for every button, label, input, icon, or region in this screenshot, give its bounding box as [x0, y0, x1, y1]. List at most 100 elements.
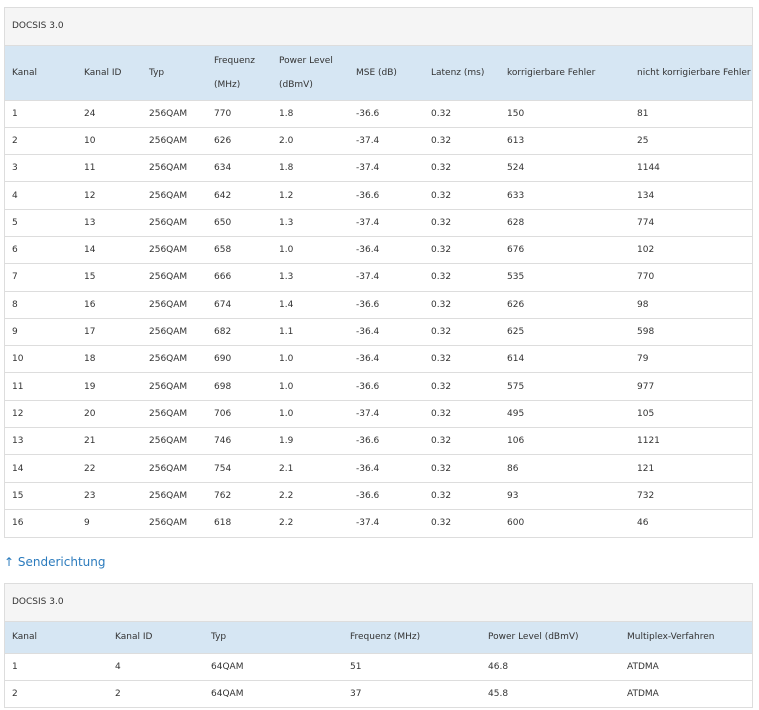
cell: 24 — [77, 99, 142, 128]
cell: -36.6 — [349, 427, 424, 455]
cell: 2.2 — [272, 481, 349, 510]
cell: 0.32 — [424, 508, 500, 537]
cell: 46.8 — [481, 652, 620, 680]
table-row: 2 10 256QAM 626 2.0 -37.4 0.32 613 25 — [5, 126, 752, 155]
cell: 102 — [630, 235, 752, 264]
cell: 754 — [207, 454, 272, 483]
cell: 13 — [77, 208, 142, 237]
cell: 0.32 — [424, 263, 500, 292]
cell: -36.6 — [349, 372, 424, 401]
cell: 256QAM — [142, 181, 207, 210]
cell: 0.32 — [424, 481, 500, 510]
header-line: Power Level — [279, 55, 333, 66]
cell: 0.32 — [424, 372, 500, 401]
cell: 10 — [77, 126, 142, 155]
caption: DOCSIS 3.0 — [5, 584, 752, 622]
cell: 625 — [500, 317, 630, 346]
cell: 14 — [77, 235, 142, 264]
cell: 46 — [630, 508, 752, 537]
cell: 2 — [5, 126, 77, 155]
table-row: 5 13 256QAM 650 1.3 -37.4 0.32 628 774 — [5, 208, 752, 237]
cell: 256QAM — [142, 481, 207, 510]
cell: 1.8 — [272, 99, 349, 128]
cell: -36.4 — [349, 317, 424, 346]
cell: 1144 — [630, 154, 752, 182]
cell: 618 — [207, 508, 272, 537]
cell: 977 — [630, 372, 752, 401]
table-row: 2 2 64QAM 37 45.8 ATDMA — [5, 679, 752, 707]
header-row: Kanal Kanal ID Typ Frequenz (MHz) Power Leve… — [5, 622, 752, 653]
section-heading[interactable]: ↑ Senderichtung — [4, 555, 106, 569]
cell: -36.6 — [349, 99, 424, 128]
cell: 1.4 — [272, 290, 349, 319]
table-row: 7 15 256QAM 666 1.3 -37.4 0.32 535 770 — [5, 263, 752, 292]
cell: 18 — [77, 345, 142, 373]
cell: 598 — [630, 317, 752, 346]
cell: 614 — [500, 345, 630, 373]
cell: 11 — [5, 372, 77, 401]
cell: 79 — [630, 345, 752, 373]
column-header: Frequenz (MHz) — [343, 622, 481, 653]
cell: 1.0 — [272, 235, 349, 264]
upstream-panel: DOCSIS 3.0 Kanal Kanal ID Typ Frequenz (MHz… — [4, 583, 753, 708]
cell: 2 — [5, 679, 108, 707]
cell: 626 — [207, 126, 272, 155]
cell: 626 — [500, 290, 630, 319]
cell: ATDMA — [620, 679, 752, 707]
cell: -36.4 — [349, 454, 424, 483]
cell: 0.32 — [424, 345, 500, 373]
column-header: Typ — [204, 622, 343, 653]
cell: 4 — [5, 181, 77, 210]
cell: -37.4 — [349, 154, 424, 182]
cell: 634 — [207, 154, 272, 182]
table-row: 9 17 256QAM 682 1.1 -36.4 0.32 625 598 — [5, 317, 752, 346]
cell: 2 — [108, 679, 204, 707]
cell: 10 — [5, 345, 77, 373]
cell: 1.0 — [272, 345, 349, 373]
cell: 23 — [77, 481, 142, 510]
header-line: (MHz) — [214, 79, 241, 90]
column-header: Kanal — [5, 46, 77, 100]
upstream-table: Kanal Kanal ID Typ Frequenz (MHz) Power Leve… — [5, 622, 752, 707]
cell: 698 — [207, 372, 272, 401]
cell: 613 — [500, 126, 630, 155]
table-row: 1 4 64QAM 51 46.8 ATDMA — [5, 652, 752, 680]
cell: 628 — [500, 208, 630, 237]
cell: 762 — [207, 481, 272, 510]
cell: 7 — [5, 263, 77, 292]
column-header: Kanal — [5, 622, 108, 653]
cell: 658 — [207, 235, 272, 264]
column-header: Power Level (dBmV) — [481, 622, 620, 653]
cell: 256QAM — [142, 126, 207, 155]
cell: 633 — [500, 181, 630, 210]
cell: -37.4 — [349, 208, 424, 237]
cell: 5 — [5, 208, 77, 237]
table-row: 8 16 256QAM 674 1.4 -36.6 0.32 626 98 — [5, 290, 752, 319]
cell: 6 — [5, 235, 77, 264]
cell: 9 — [77, 508, 142, 537]
cell: -36.4 — [349, 235, 424, 264]
cell: 256QAM — [142, 235, 207, 264]
column-header: nicht korrigierbare Fehler — [630, 46, 752, 100]
cell: 600 — [500, 508, 630, 537]
column-header: korrigierbare Fehler — [500, 46, 630, 100]
downstream-panel: DOCSIS 3.0 Kanal Kanal ID Typ Frequenz (MHz)… — [4, 7, 753, 538]
column-header: Multiplex-Verfahren — [620, 622, 752, 653]
cell: -37.4 — [349, 126, 424, 155]
table-row: 1 24 256QAM 770 1.8 -36.6 0.32 150 81 — [5, 99, 752, 128]
cell: 4 — [108, 652, 204, 680]
header-line: (dBmV) — [279, 79, 313, 90]
cell: 256QAM — [142, 317, 207, 346]
cell: 15 — [77, 263, 142, 292]
header-line: Frequenz — [214, 55, 255, 66]
cell: 1.0 — [272, 372, 349, 401]
cell: 1.3 — [272, 263, 349, 292]
cell: 14 — [5, 454, 77, 483]
cell: 1.2 — [272, 181, 349, 210]
table-row: 4 12 256QAM 642 1.2 -36.6 0.32 633 134 — [5, 181, 752, 210]
cell: 256QAM — [142, 208, 207, 237]
cell: 19 — [77, 372, 142, 401]
cell: 256QAM — [142, 427, 207, 455]
table-row: 15 23 256QAM 762 2.2 -36.6 0.32 93 732 — [5, 481, 752, 510]
cell: 17 — [77, 317, 142, 346]
